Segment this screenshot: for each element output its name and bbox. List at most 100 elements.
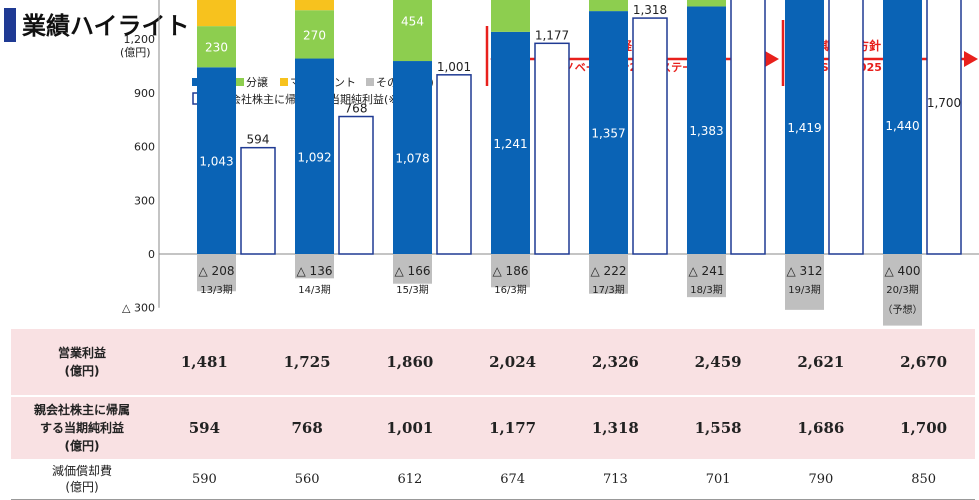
net-income-bar [633,18,667,254]
table-cell: 790 [770,459,873,500]
table-cell: 850 [872,459,975,500]
y-tick-label: 1,200 [124,33,156,46]
bar-segment [687,0,726,6]
bar-value-label: 1,092 [297,150,331,164]
row-label-line: 親会社株主に帰属 [11,401,153,419]
table-cell: 1,318 [564,396,667,459]
net-income-label: 1,177 [535,28,569,42]
net-income-bar [535,43,569,254]
stacked-bar-chart: (億円)△ 30003006009001,2001,5001,8002,1002… [0,0,979,330]
negative-value-label: △ 400 [885,264,921,278]
legend-swatch [236,78,244,86]
legend-swatch [366,78,374,86]
table-cell: 1,177 [461,396,564,459]
row-label-line: する当期純利益 [11,419,153,437]
row-label-line: 減価償却費 [11,463,153,479]
row-label: 親会社株主に帰属する当期純利益(億円) [11,396,153,459]
bar-segment [197,0,236,26]
table-cell: 1,700 [872,396,975,459]
y-unit-label: (億円) [120,46,151,59]
negative-value-label: △ 241 [689,264,725,278]
table-cell: 2,670 [872,329,975,396]
row-label-line: (億円) [11,437,153,455]
bar-value-label: 1,241 [493,137,527,151]
table-cell: 674 [461,459,564,500]
bar-value-label: 1,357 [591,127,625,141]
net-income-label: 1,318 [633,3,667,17]
x-tick-label: 18/3期 [690,284,722,296]
row-label: 営業利益(億円) [11,329,153,396]
table-cell: 594 [153,396,256,459]
table-cell: 2,459 [667,329,770,396]
bar-value-label: 454 [401,14,424,28]
negative-value-label: △ 222 [591,264,627,278]
table-cell: 560 [256,459,359,500]
x-tick-label: 14/3期 [298,284,330,296]
net-income-bar [339,117,373,254]
table-cell: 768 [256,396,359,459]
bar-value-label: 270 [303,28,326,42]
net-income-bar [731,0,765,254]
plan-arrow-head [765,51,779,67]
table-cell: 1,860 [359,329,462,396]
x-tick-label: 20/3期 [886,284,918,296]
negative-value-label: △ 136 [297,264,333,278]
table-cell: 612 [359,459,462,500]
bar-value-label: 1,383 [689,124,723,138]
table-cell: 1,686 [770,396,873,459]
y-tick-label: 900 [134,87,155,100]
table-cell: 2,024 [461,329,564,396]
table-cell: 1,001 [359,396,462,459]
table-cell: 701 [667,459,770,500]
net-income-bar [437,75,471,254]
negative-value-label: △ 166 [395,264,431,278]
bar-value-label: 1,043 [199,155,233,169]
legend-label: 分譲 [246,75,268,89]
legend-swatch [280,78,288,86]
negative-value-label: △ 186 [493,264,529,278]
row-label-line: (億円) [11,479,153,495]
x-tick-label: 13/3期 [200,284,232,296]
forecast-note: （予想） [883,303,923,316]
x-tick-label: 16/3期 [494,284,526,296]
table-cell: 1,725 [256,329,359,396]
y-tick-label: 0 [148,248,155,261]
table-cell: 713 [564,459,667,500]
table-cell: 1,558 [667,396,770,459]
row-label: 減価償却費(億円) [11,459,153,500]
bar-segment [491,0,530,32]
bar-value-label: 1,419 [787,121,821,135]
x-tick-label: 17/3期 [592,284,624,296]
table-cell: 2,621 [770,329,873,396]
bar-value-label: 1,440 [885,119,919,133]
x-tick-label: 19/3期 [788,284,820,296]
table-cell: 2,326 [564,329,667,396]
net-income-bar [927,0,961,254]
negative-value-label: △ 312 [787,264,823,278]
row-label-line: (億円) [11,362,153,380]
net-income-bar [829,0,863,254]
plan-arrow-head [964,51,978,67]
bar-segment [295,0,334,10]
y-tick-label: 300 [134,194,155,207]
row-label-line: 営業利益 [11,344,153,362]
net-income-label: 1,001 [437,60,471,74]
net-income-label: 1,700 [927,96,961,110]
table-cell: 1,481 [153,329,256,396]
y-tick-label: 600 [134,141,155,154]
bar-value-label: 1,078 [395,152,429,166]
bar-segment [589,0,628,11]
bar-value-label: 230 [205,41,228,55]
bar-segment [393,0,432,61]
net-income-label: 594 [247,133,270,147]
net-income-bar [241,148,275,254]
table-cell: 590 [153,459,256,500]
net-income-label: 768 [345,102,368,116]
y-tick-label: △ 300 [122,302,155,315]
negative-value-label: △ 208 [199,264,235,278]
bar-segment-negative [785,254,824,310]
